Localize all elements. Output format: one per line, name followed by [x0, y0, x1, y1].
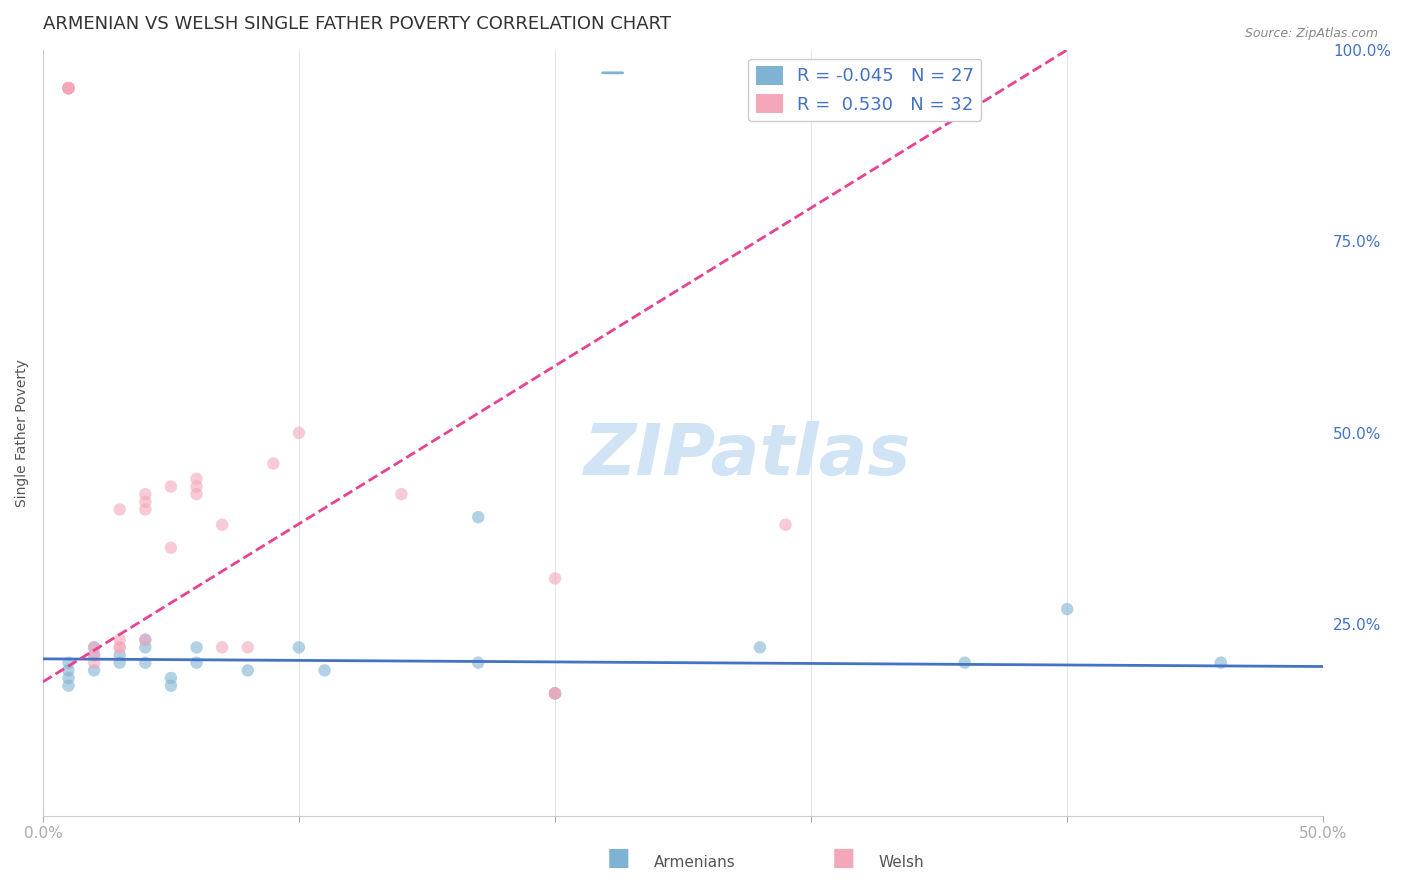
Point: [544, 571, 567, 585]
Point: [83, 640, 105, 655]
Point: [58, 81, 80, 95]
Text: ARMENIAN VS WELSH SINGLE FATHER POVERTY CORRELATION CHART: ARMENIAN VS WELSH SINGLE FATHER POVERTY …: [44, 15, 671, 33]
Text: Armenians: Armenians: [654, 855, 735, 870]
Point: [186, 656, 208, 670]
Point: [186, 487, 208, 501]
Point: [83, 640, 105, 655]
Point: [544, 686, 567, 700]
Point: [108, 656, 131, 670]
Point: [467, 510, 489, 524]
Point: [134, 656, 156, 670]
Point: [134, 502, 156, 516]
Point: [83, 648, 105, 662]
Point: [58, 81, 80, 95]
Point: [58, 81, 80, 95]
Legend: R = -0.045   N = 27, R =  0.530   N = 32: R = -0.045 N = 27, R = 0.530 N = 32: [748, 59, 981, 121]
Point: [544, 686, 567, 700]
Text: Source: ZipAtlas.com: Source: ZipAtlas.com: [1244, 27, 1378, 40]
Point: [58, 81, 80, 95]
Text: ■: ■: [607, 846, 630, 870]
Point: [58, 656, 80, 670]
Point: [186, 640, 208, 655]
Point: [160, 679, 183, 693]
Point: [108, 640, 131, 655]
Point: [236, 664, 259, 678]
Point: [211, 640, 233, 655]
Point: [236, 640, 259, 655]
Point: [58, 81, 80, 95]
Point: [83, 648, 105, 662]
Point: [134, 495, 156, 509]
Point: [288, 640, 311, 655]
Point: [160, 671, 183, 685]
Text: Welsh: Welsh: [879, 855, 924, 870]
Point: [544, 686, 567, 700]
Point: [58, 671, 80, 685]
Point: [186, 479, 208, 493]
Point: [160, 479, 183, 493]
Point: [108, 648, 131, 662]
Point: [1056, 602, 1078, 616]
Point: [134, 640, 156, 655]
Point: [211, 517, 233, 532]
Point: [953, 656, 976, 670]
Point: [134, 632, 156, 647]
Point: [160, 541, 183, 555]
Point: [108, 502, 131, 516]
Point: [262, 457, 284, 471]
Point: [467, 656, 489, 670]
Point: [389, 487, 412, 501]
Point: [748, 640, 770, 655]
Point: [186, 472, 208, 486]
Point: [775, 517, 797, 532]
Point: [134, 487, 156, 501]
Point: [314, 664, 336, 678]
Point: [1209, 656, 1232, 670]
Point: [58, 664, 80, 678]
Text: ■: ■: [832, 846, 855, 870]
Point: [544, 686, 567, 700]
Point: [58, 81, 80, 95]
Point: [288, 425, 311, 440]
Point: [134, 632, 156, 647]
Y-axis label: Single Father Poverty: Single Father Poverty: [15, 359, 30, 507]
Point: [108, 640, 131, 655]
Point: [83, 656, 105, 670]
Point: [58, 679, 80, 693]
Point: [108, 632, 131, 647]
Point: [83, 664, 105, 678]
Text: ZIPatlas: ZIPatlas: [583, 421, 911, 491]
